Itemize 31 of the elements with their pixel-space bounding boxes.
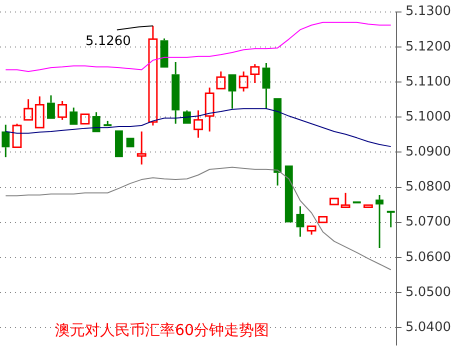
candlestick (340, 192, 350, 208)
candlestick (376, 194, 384, 249)
candlestick (296, 205, 304, 238)
y-tick-label: 5.1100 (406, 74, 452, 90)
candlestick (136, 130, 146, 166)
y-tick-label: 5.0800 (406, 180, 452, 195)
candlestick (274, 98, 282, 186)
candlestick (92, 111, 100, 132)
y-tick-label: 5.1300 (406, 4, 452, 20)
candlestick (148, 25, 158, 126)
y-tick-label: 5.0400 (406, 320, 452, 336)
y-tick-label: 5.0700 (406, 214, 452, 230)
candlestick (24, 98, 34, 121)
candlestick (172, 61, 180, 124)
candlestick (250, 63, 260, 84)
annotation: 5.1260 (85, 34, 131, 50)
text: 澳元对人民币汇率60分钟走势图 (55, 321, 270, 340)
candlestick (262, 62, 270, 110)
candlestick (204, 86, 214, 132)
candlestick (47, 94, 55, 119)
y-tick-label: 5.1200 (406, 39, 452, 54)
y-tick-label: 5.0600 (406, 250, 452, 265)
candlestick (194, 110, 203, 139)
y-tick-label: 5.0500 (406, 284, 452, 300)
y-tick-label: 5.0900 (406, 144, 452, 160)
y-tick-label: 5.1000 (406, 109, 452, 124)
candlestick (386, 210, 395, 228)
candlestick (70, 106, 78, 125)
candlestick (2, 124, 10, 158)
candlestick (182, 110, 191, 124)
candlestick (228, 74, 236, 110)
